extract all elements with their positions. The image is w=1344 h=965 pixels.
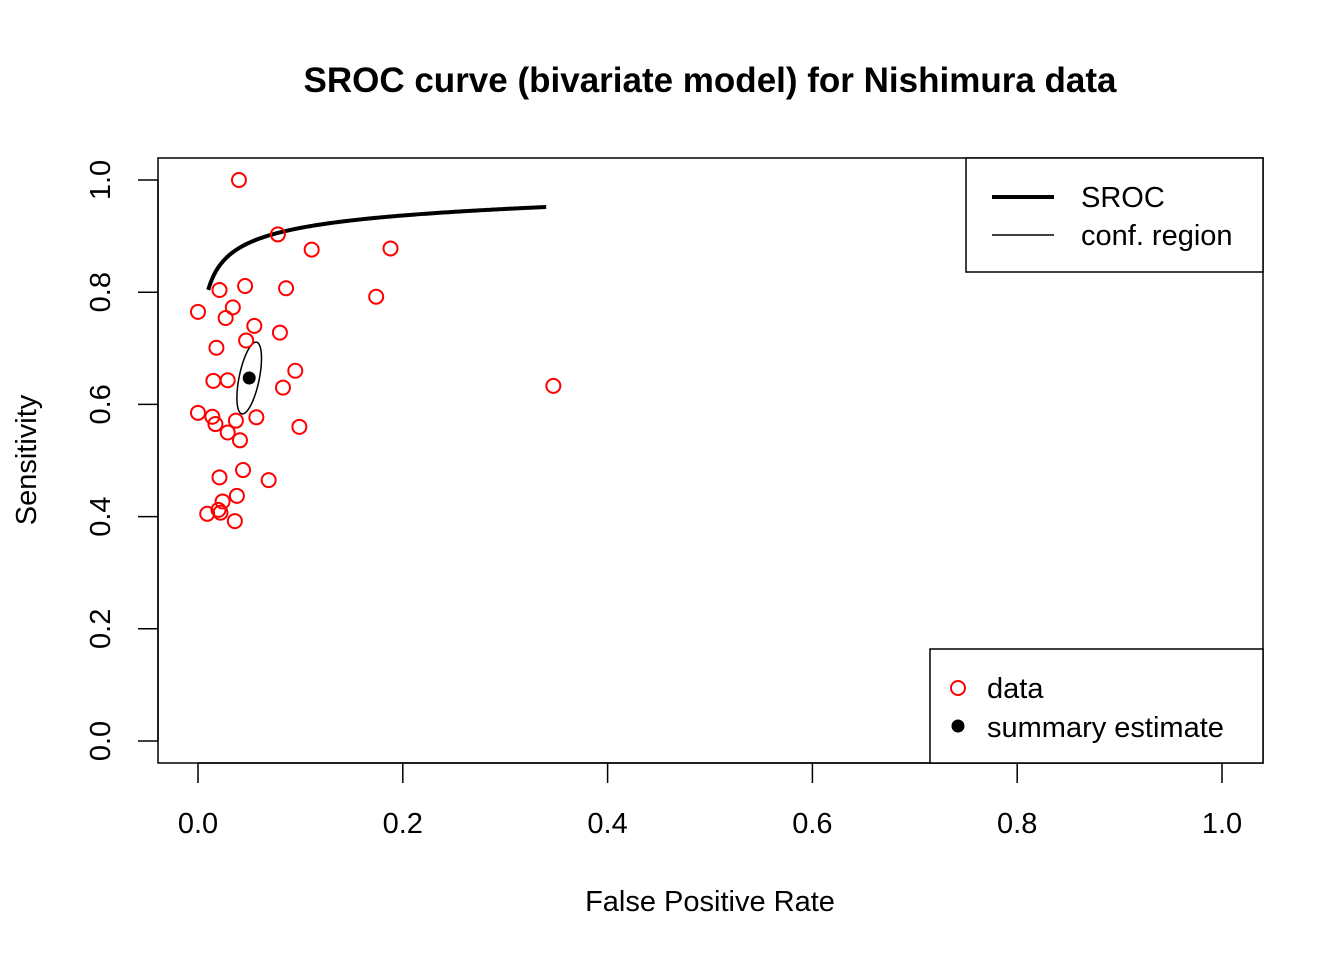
data-point bbox=[382, 240, 399, 257]
data-point bbox=[226, 513, 243, 530]
data-point bbox=[211, 469, 228, 486]
data-point bbox=[208, 339, 225, 356]
data-point bbox=[210, 501, 227, 518]
data-point bbox=[204, 408, 221, 425]
data-point bbox=[248, 409, 265, 426]
legend-markers: data summary estimate bbox=[929, 648, 1264, 764]
legend-summary-swatch bbox=[951, 719, 965, 733]
y-tick-label: 0.0 bbox=[85, 721, 117, 761]
data-point bbox=[190, 303, 206, 320]
data-point bbox=[274, 379, 291, 396]
x-axis-label: False Positive Rate bbox=[585, 886, 835, 918]
data-point bbox=[237, 278, 254, 295]
x-tick-label: 0.8 bbox=[997, 808, 1037, 840]
confidence-region-ellipse bbox=[236, 341, 263, 415]
data-point bbox=[224, 299, 241, 316]
x-tick-label: 0.2 bbox=[383, 808, 423, 840]
chart-title: SROC curve (bivariate model) for Nishimu… bbox=[304, 61, 1118, 100]
y-tick-label: 0.8 bbox=[85, 272, 117, 312]
data-point bbox=[227, 412, 244, 429]
data-point bbox=[228, 487, 245, 504]
summary-estimate-point bbox=[242, 371, 256, 385]
data-point bbox=[271, 324, 288, 341]
data-point bbox=[205, 372, 222, 389]
x-axis: 0.0 0.2 0.4 0.6 0.8 1.0 bbox=[178, 762, 1242, 840]
y-axis-label: Sensitivity bbox=[11, 394, 43, 525]
data-point bbox=[278, 280, 295, 297]
data-point bbox=[211, 281, 228, 298]
legend-lines: SROC conf. region bbox=[965, 157, 1264, 273]
series-layer bbox=[190, 172, 562, 530]
data-point bbox=[303, 241, 320, 258]
data-point bbox=[219, 372, 236, 389]
data-point bbox=[217, 310, 234, 327]
y-tick-label: 0.4 bbox=[85, 496, 117, 536]
legend-lines-box bbox=[965, 157, 1264, 273]
data-point bbox=[269, 226, 286, 243]
data-point bbox=[291, 418, 308, 435]
x-tick-label: 0.0 bbox=[178, 808, 218, 840]
data-point bbox=[235, 462, 252, 479]
legend-conf-region-label: conf. region bbox=[1081, 220, 1233, 252]
y-tick-label: 1.0 bbox=[85, 160, 117, 200]
x-tick-label: 0.4 bbox=[587, 808, 627, 840]
x-tick-label: 1.0 bbox=[1202, 808, 1242, 840]
legend-markers-box bbox=[929, 648, 1264, 764]
data-point bbox=[207, 416, 224, 433]
data-point bbox=[231, 432, 248, 449]
legend-data-label: data bbox=[987, 673, 1044, 705]
legend-summary-label: summary estimate bbox=[987, 712, 1224, 744]
data-point bbox=[246, 317, 263, 334]
sroc-curve bbox=[206, 205, 547, 291]
data-point bbox=[214, 493, 231, 510]
legend-data-swatch bbox=[950, 680, 966, 696]
y-tick-label: 0.2 bbox=[85, 609, 117, 649]
y-axis: 0.0 0.2 0.4 0.6 0.8 1.0 bbox=[85, 160, 159, 761]
data-point bbox=[368, 288, 385, 305]
data-point bbox=[238, 332, 255, 349]
data-point bbox=[212, 504, 229, 521]
data-point bbox=[260, 472, 277, 489]
data-point bbox=[545, 377, 562, 394]
legend-sroc-label: SROC bbox=[1081, 182, 1165, 214]
data-point bbox=[230, 172, 247, 188]
x-tick-label: 0.6 bbox=[792, 808, 832, 840]
data-point bbox=[190, 404, 206, 421]
data-point bbox=[287, 362, 304, 379]
y-tick-label: 0.6 bbox=[85, 384, 117, 424]
data-point bbox=[219, 424, 236, 441]
